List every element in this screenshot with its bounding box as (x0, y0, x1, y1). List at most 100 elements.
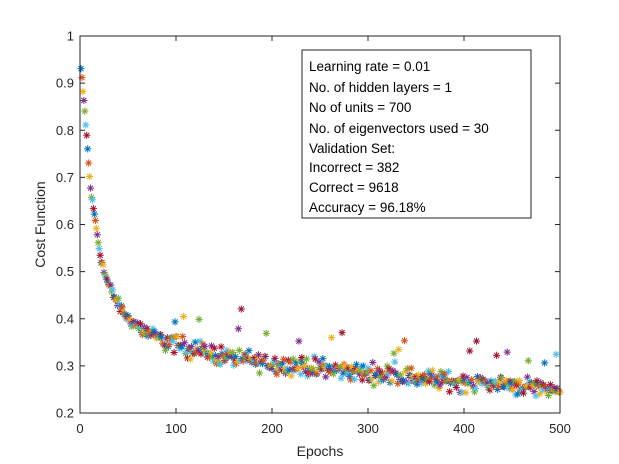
data-point (276, 360, 284, 369)
data-point (532, 392, 540, 400)
data-point (490, 382, 498, 390)
data-point (277, 364, 285, 372)
data-point (143, 325, 151, 333)
x-axis-label: Epochs (297, 443, 344, 459)
data-point (171, 318, 179, 326)
data-point (485, 383, 493, 391)
data-point (536, 390, 544, 398)
data-point (251, 353, 259, 362)
data-point (364, 364, 372, 372)
data-point (232, 359, 241, 368)
data-point (374, 378, 383, 386)
data-point (223, 346, 231, 354)
data-point (501, 378, 509, 386)
data-point (233, 357, 242, 366)
data-point (347, 376, 355, 384)
data-point (377, 377, 386, 385)
data-point (98, 258, 106, 267)
data-point (497, 374, 506, 382)
data-point (191, 338, 199, 346)
data-point (421, 370, 429, 379)
data-point (430, 381, 438, 389)
data-point (261, 352, 269, 361)
data-point (472, 337, 481, 345)
data-point (268, 364, 276, 373)
data-point (230, 356, 239, 364)
data-point (256, 359, 265, 367)
data-point (86, 184, 95, 192)
data-point (543, 385, 552, 393)
data-point (81, 107, 89, 115)
data-point (109, 286, 117, 294)
data-point (495, 377, 504, 386)
data-point (92, 224, 100, 232)
data-point (436, 381, 444, 389)
data-point (363, 368, 371, 377)
data-point (410, 377, 418, 386)
data-point (310, 352, 318, 360)
data-point (216, 360, 224, 369)
data-point (493, 351, 501, 359)
y-tick-label: 0.7 (56, 170, 74, 185)
data-point (181, 339, 189, 347)
data-point (151, 328, 159, 336)
data-point (136, 320, 145, 328)
data-point (91, 216, 99, 225)
data-point (271, 354, 279, 363)
data-point (337, 374, 345, 382)
data-point (300, 363, 308, 372)
data-point (292, 359, 300, 367)
data-point (77, 65, 85, 73)
data-point (435, 384, 443, 393)
data-point (290, 367, 298, 375)
data-point (99, 261, 107, 269)
data-point (361, 367, 369, 375)
data-point (85, 159, 93, 167)
data-point (437, 367, 445, 376)
data-point (96, 251, 104, 259)
data-point (464, 380, 472, 388)
data-point (478, 380, 486, 388)
data-point (178, 343, 186, 351)
data-point (84, 145, 92, 153)
y-tick-label: 0.6 (56, 217, 74, 232)
data-point (507, 379, 515, 387)
data-point (535, 382, 543, 390)
data-point (373, 370, 381, 378)
data-point (526, 384, 534, 392)
data-point (322, 373, 330, 381)
data-point (294, 365, 302, 373)
data-point (553, 384, 561, 393)
data-point (253, 359, 261, 367)
data-point (303, 372, 312, 380)
data-point (207, 342, 216, 350)
data-point (358, 376, 366, 384)
annotation-frame (301, 49, 532, 219)
data-point (285, 366, 293, 374)
data-point (272, 368, 280, 376)
data-point (523, 373, 531, 381)
x-tick-label: 200 (261, 421, 283, 436)
data-point (415, 371, 423, 379)
data-point (208, 353, 217, 361)
data-point (329, 370, 338, 378)
data-point (404, 380, 412, 388)
data-point (228, 352, 236, 361)
data-point (245, 347, 253, 355)
annotation-validation-set: Validation Set: (309, 141, 395, 156)
data-point (460, 376, 468, 385)
data-point (466, 347, 474, 355)
data-point (126, 316, 134, 324)
data-point (388, 377, 396, 385)
data-point (187, 343, 195, 351)
data-point (530, 388, 538, 396)
data-point (116, 307, 124, 316)
data-point (298, 353, 306, 362)
x-tick-label: 0 (76, 421, 83, 436)
y-tick-label: 0.9 (56, 76, 74, 91)
data-point (487, 377, 495, 385)
data-point (315, 358, 323, 366)
data-point (348, 363, 356, 371)
data-point (319, 354, 327, 363)
data-point (551, 388, 559, 396)
